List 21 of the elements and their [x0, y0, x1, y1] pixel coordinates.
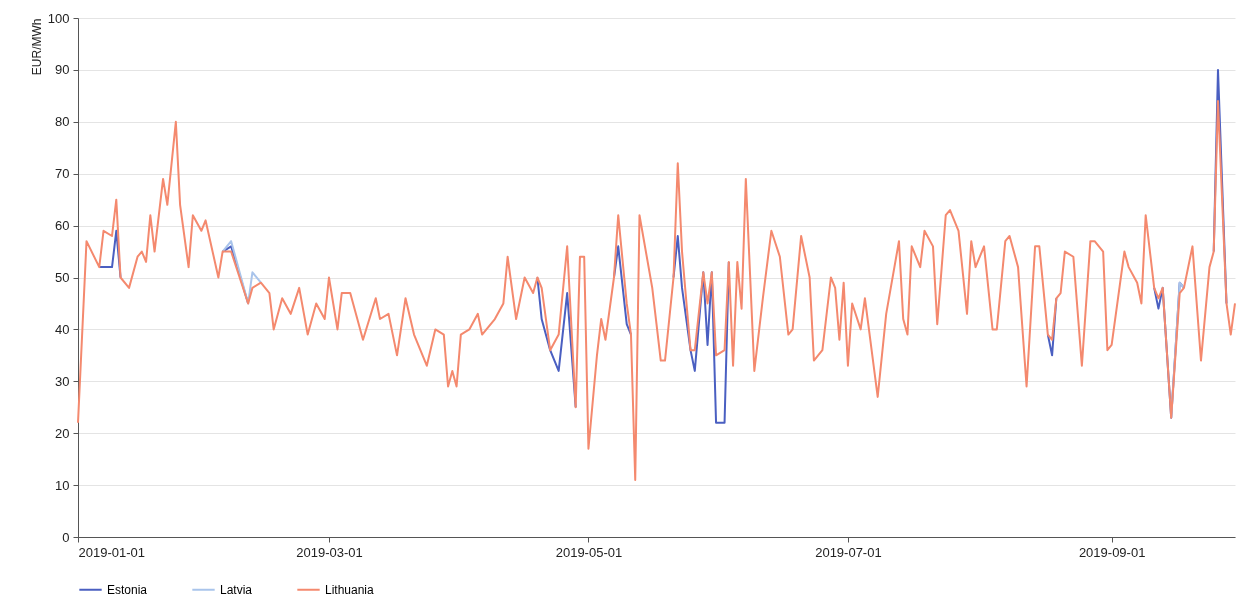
y-tick-label: 100 [47, 10, 70, 26]
legend-label: Latvia [220, 582, 253, 597]
x-tick-label: 2019-07-01 [815, 544, 882, 560]
y-tick-label: 60 [55, 218, 70, 234]
x-tick-label: 2019-05-01 [555, 544, 623, 560]
x-tick-label: 2019-03-01 [296, 544, 363, 560]
x-tick-label: 2019-01-01 [78, 544, 145, 560]
y-tick-label: 20 [55, 425, 70, 441]
legend-label: Lithuania [325, 582, 375, 597]
y-tick-label: 30 [55, 373, 70, 389]
y-tick-label: 90 [55, 62, 70, 78]
y-tick-label: 0 [62, 529, 70, 545]
y-tick-label: 40 [55, 321, 70, 337]
y-tick-label: 10 [55, 477, 70, 493]
x-tick-label: 2019-09-01 [1078, 544, 1146, 560]
legend-label: Estonia [107, 582, 148, 597]
y-tick-label: 50 [55, 270, 70, 285]
y-tick-label: 80 [55, 114, 70, 130]
y-tick-label: 70 [55, 166, 70, 182]
y-axis-title: EUR/MWh [29, 18, 44, 76]
line-series [77, 100, 1236, 481]
